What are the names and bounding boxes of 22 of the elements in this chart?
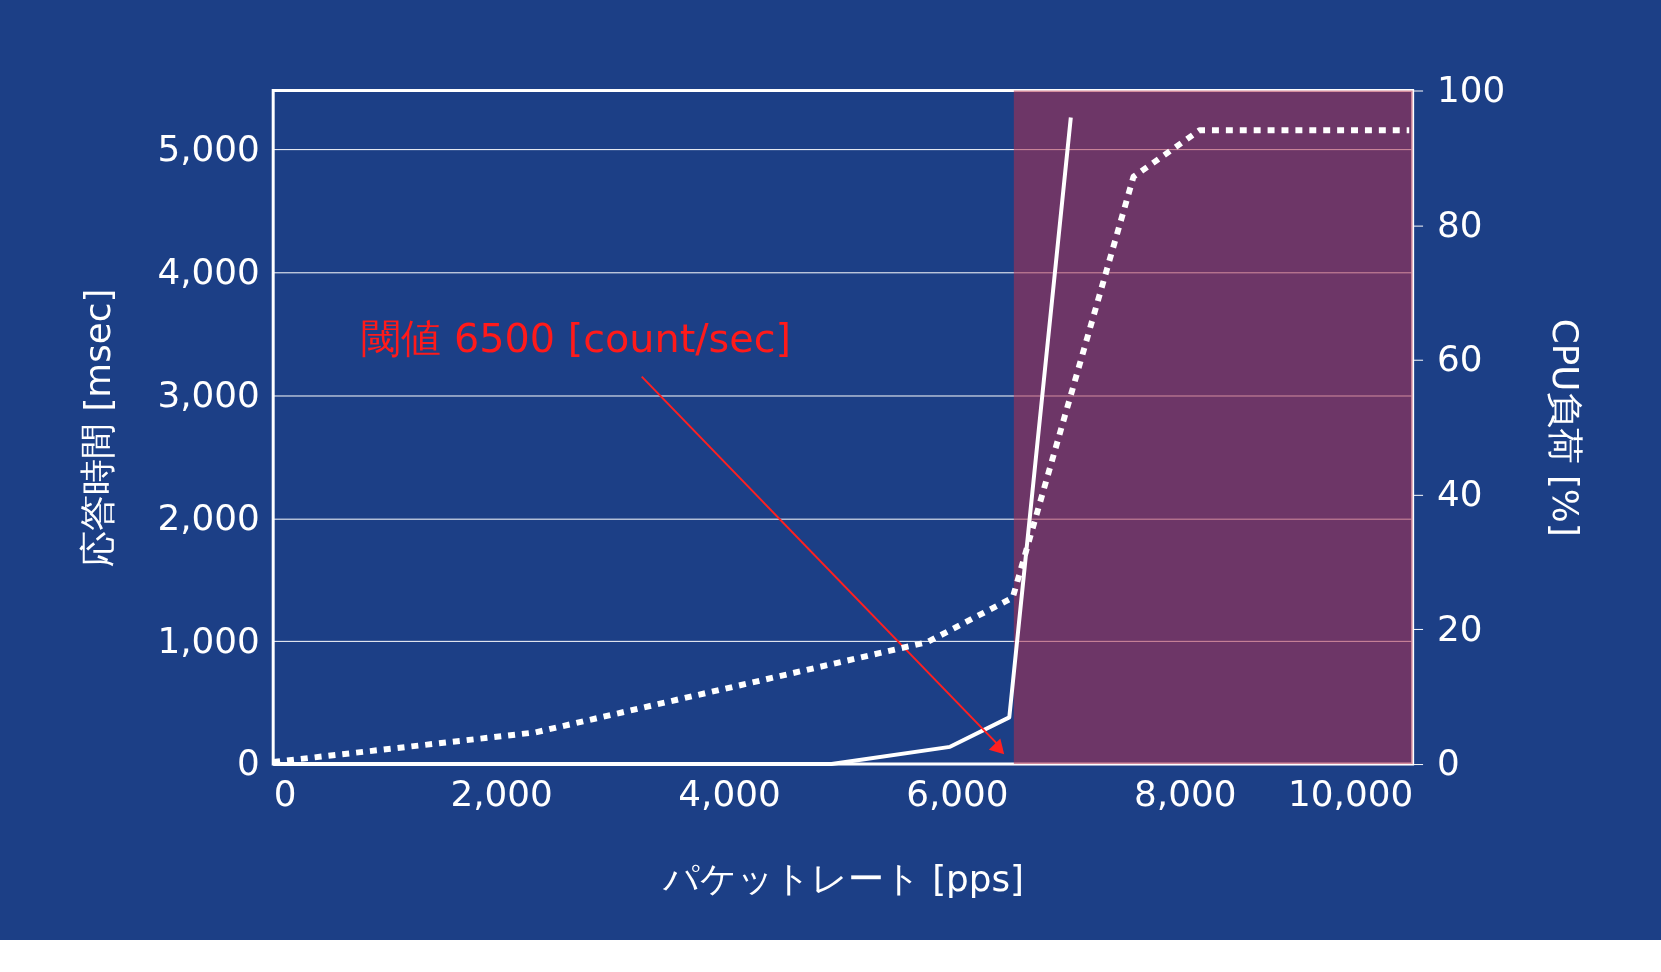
x-axis-title: パケットレート [pps] <box>661 857 1025 899</box>
y-axis-title: 応答時間 [msec] <box>76 288 118 567</box>
x-tick-label: 6,000 <box>906 773 1009 815</box>
y2-tick-label: 20 <box>1436 607 1483 649</box>
y2-tick-label: 100 <box>1436 68 1506 110</box>
y-tick-label: 3,000 <box>157 373 260 415</box>
x-tick-label: 10,000 <box>1288 773 1414 815</box>
x-tick-label: 4,000 <box>678 773 781 815</box>
y-tick-label: 5,000 <box>157 127 260 169</box>
y-tick-label: 1,000 <box>157 619 260 661</box>
y-tick-label: 2,000 <box>157 496 260 538</box>
x-tick-label: 0 <box>273 773 297 815</box>
y2-axis-title: CPU負荷 [%] <box>1544 318 1586 537</box>
y-tick-label: 0 <box>237 742 260 784</box>
y2-tick-label: 0 <box>1436 742 1460 784</box>
y-tick-label: 4,000 <box>157 250 260 292</box>
y2-tick-label: 80 <box>1436 203 1483 245</box>
y2-tick-label: 60 <box>1436 338 1483 380</box>
x-tick-label: 2,000 <box>450 773 553 815</box>
x-tick-label: 8,000 <box>1134 773 1237 815</box>
y2-tick-label: 40 <box>1436 473 1483 515</box>
annotation: 閾値 6500 [count/sec] <box>361 314 792 361</box>
